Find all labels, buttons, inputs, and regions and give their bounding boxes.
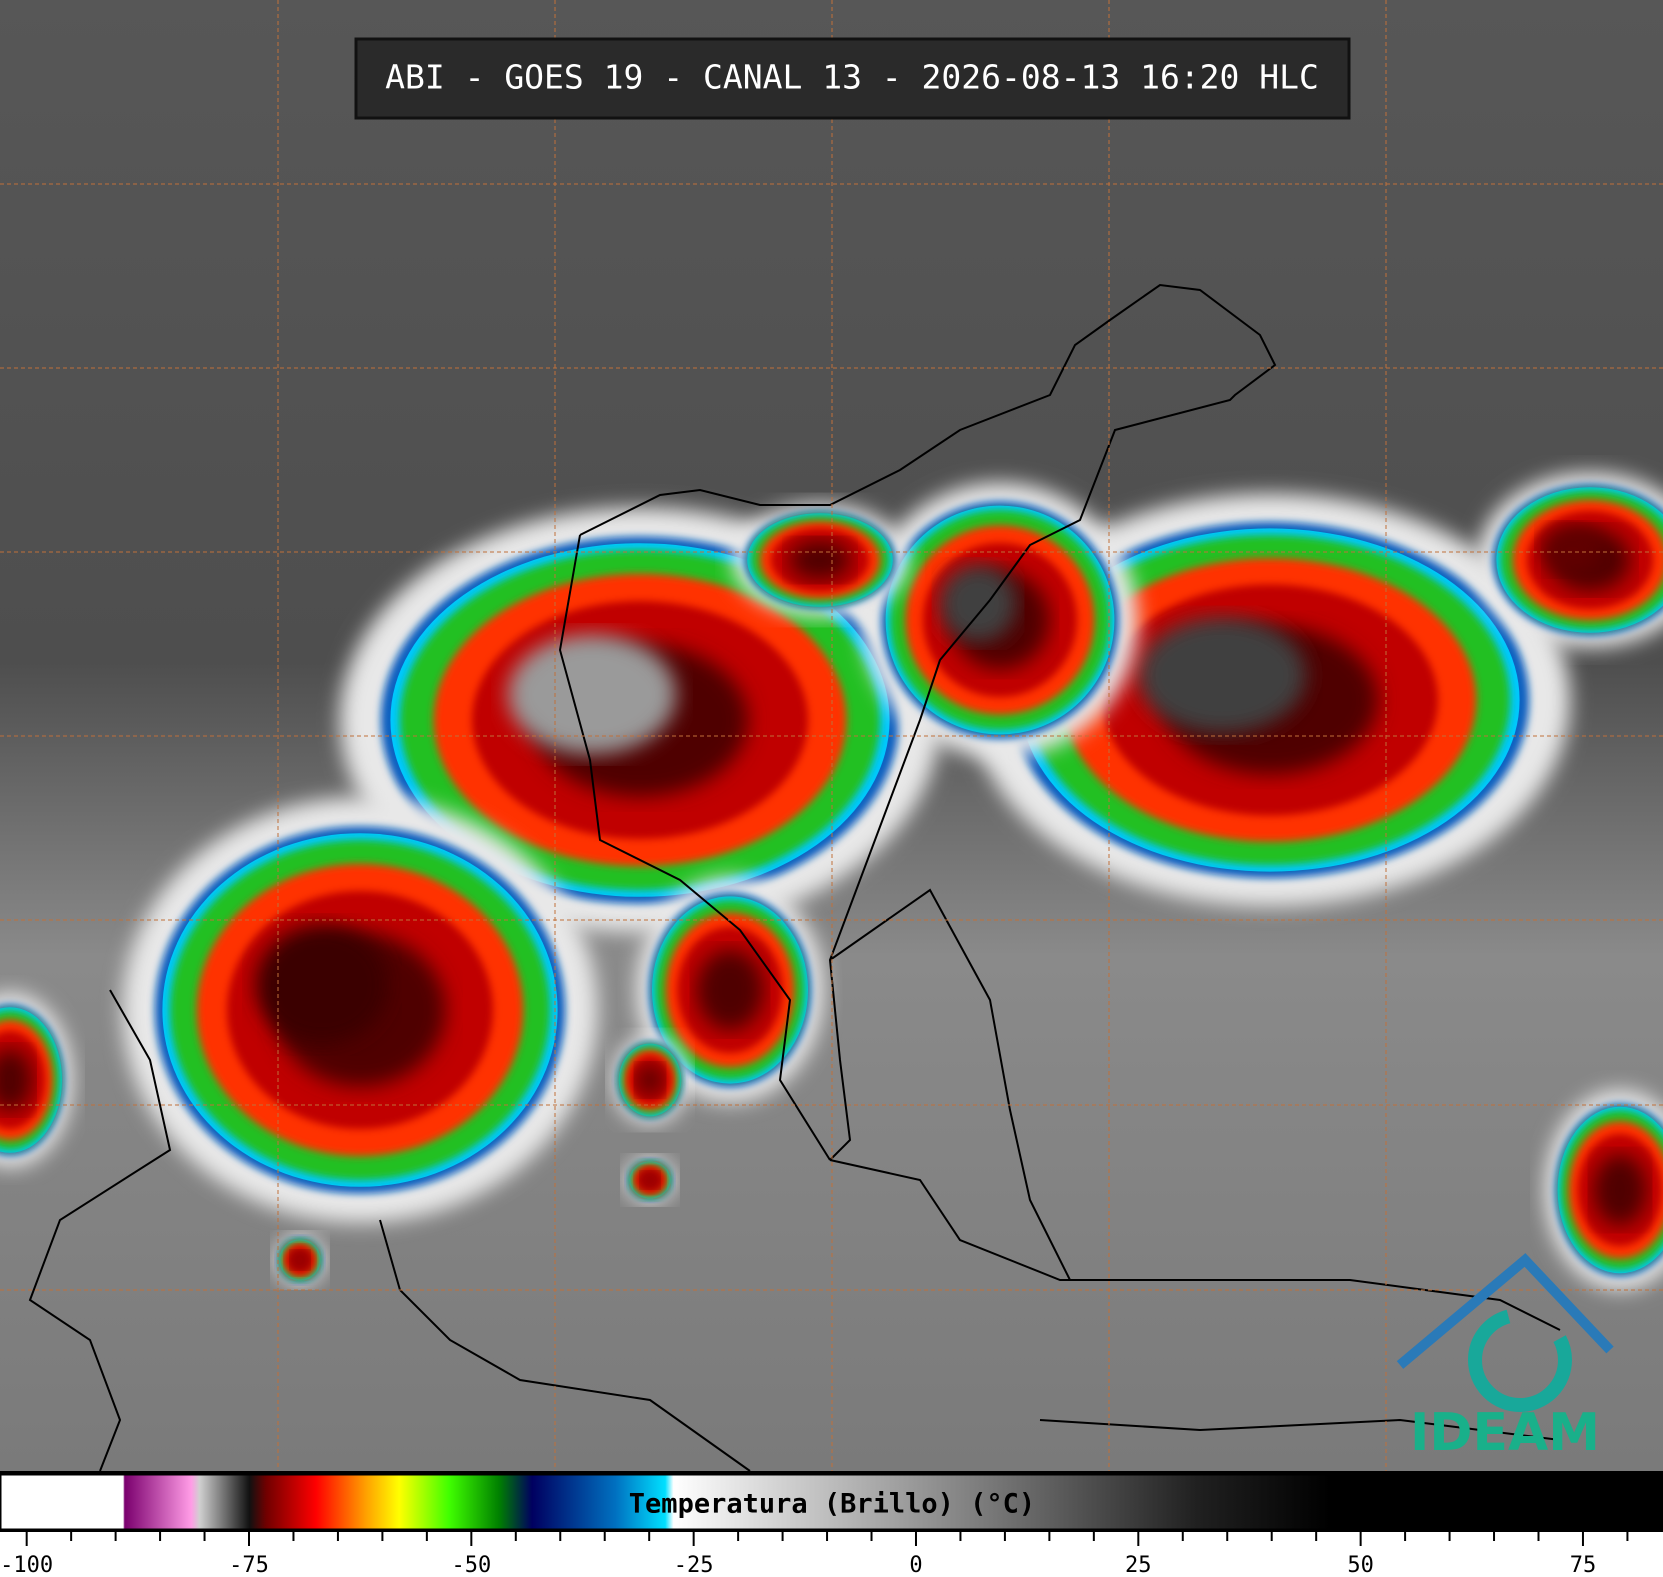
cloud (0, 1048, 33, 1112)
colorbar-ramp (0, 1472, 1663, 1532)
logo: IDEAM (1396, 1253, 1614, 1463)
logo-roof (1396, 1253, 1614, 1369)
colorbar-label: Temperatura (Brillo) (°C) (629, 1489, 1035, 1520)
tick-label: -75 (229, 1553, 269, 1577)
cloud (291, 1251, 309, 1269)
logo-text: IDEAM (1410, 1403, 1600, 1463)
cloud-field (0, 472, 1663, 1290)
colorbar: Temperatura (Brillo) (°C) (0, 1472, 1663, 1532)
graticule (0, 0, 1663, 1471)
cloud-core (1138, 617, 1306, 733)
cloud-core (508, 635, 676, 754)
title-box: ABI - GOES 19 - CANAL 13 - 2026-08-13 16… (354, 37, 1351, 120)
title: ABI - GOES 19 - CANAL 13 - 2026-08-13 16… (385, 58, 1319, 97)
cloud-core (255, 925, 389, 1044)
tick-label: -100 (0, 1553, 53, 1577)
border-line (1039, 1418, 1561, 1441)
cloud (641, 1171, 659, 1189)
border-line (379, 1219, 751, 1472)
cloud-core (1540, 525, 1604, 574)
cloud (636, 1064, 664, 1096)
tick-label: -50 (451, 1553, 491, 1577)
border-line (28, 989, 172, 1472)
tick-label: 25 (1125, 1553, 1152, 1577)
border-line (579, 283, 1277, 1161)
logo-swirl (1468, 1308, 1572, 1412)
cloud (696, 949, 764, 1031)
border-line (829, 888, 1071, 1281)
tick-label: 50 (1347, 1553, 1374, 1577)
tick-label: 75 (1570, 1553, 1597, 1577)
tick-area (0, 1532, 1663, 1577)
cloud-core (939, 565, 1017, 642)
tick-label: -25 (674, 1553, 714, 1577)
cloud (1593, 1154, 1647, 1226)
title-background (354, 37, 1351, 120)
tick-label: 0 (909, 1553, 922, 1577)
cloud (788, 539, 852, 581)
border-line (558, 534, 831, 1161)
